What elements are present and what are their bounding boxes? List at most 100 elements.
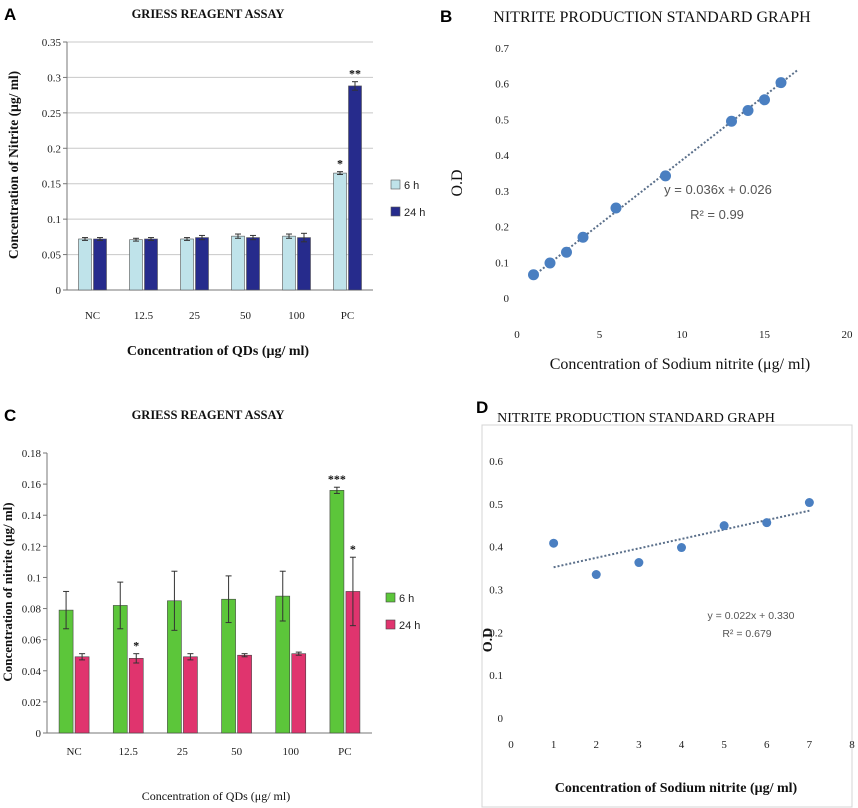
trendline-equation: y = 0.022x + 0.330: [708, 610, 795, 622]
panel-d-chart: NITRITE PRODUCTION STANDARD GRAPH Concen…: [481, 411, 855, 808]
y-tick-label: 0.2: [495, 222, 509, 234]
data-point: [544, 257, 556, 269]
x-tick-label: 3: [636, 739, 642, 751]
legend-swatch: [385, 592, 396, 603]
x-tick-label: 5: [597, 329, 603, 341]
x-tick-label: 100: [288, 310, 305, 322]
x-axis-label: Concentration of QDs (μg/ ml): [142, 789, 290, 803]
x-tick-label: 20: [842, 329, 854, 341]
data-point: [759, 94, 770, 106]
y-tick-label: 0.18: [22, 448, 42, 460]
y-tick-label: 0.04: [22, 666, 42, 678]
chart-title: NITRITE PRODUCTION STANDARD GRAPH: [497, 411, 775, 426]
r-squared-label: R² = 0.679: [722, 628, 771, 640]
data-point: [677, 543, 686, 553]
y-tick-label: 0.16: [22, 479, 42, 491]
chart-frame: [481, 424, 853, 808]
x-tick-label: 4: [679, 739, 685, 751]
data-point: [775, 77, 787, 89]
bar: [329, 490, 345, 734]
y-tick-label: 0.1: [489, 670, 503, 682]
bar: [231, 235, 245, 291]
bar: [180, 238, 194, 291]
data-point: [719, 521, 729, 531]
data-point: [610, 202, 622, 214]
x-tick-label: 50: [240, 310, 252, 322]
bar: [291, 653, 307, 734]
x-tick-label: 100: [283, 746, 300, 758]
x-tick-label: 7: [807, 739, 813, 751]
trendline-equation: y = 0.036x + 0.026: [664, 182, 772, 197]
x-tick-label: 0: [508, 739, 514, 751]
panel-c-chart: GRIESS REAGENT ASSAY Concentration of QD…: [0, 408, 420, 803]
y-tick-label: 0.5: [495, 114, 509, 126]
legend-label: 6 h: [404, 180, 419, 192]
legend-swatch: [390, 206, 401, 217]
bar: [195, 237, 209, 291]
bar: [74, 656, 90, 734]
y-tick-label: 0: [498, 713, 504, 725]
legend-label: 24 h: [399, 620, 420, 632]
y-tick-label: 0: [504, 293, 510, 305]
y-axis-label: O.D: [481, 628, 496, 653]
y-tick-label: 0.06: [22, 635, 42, 647]
panel-a-chart: GRIESS REAGENT ASSAY Concentration of QD…: [6, 7, 425, 359]
bar: [246, 237, 260, 291]
y-tick-label: 0.3: [495, 186, 509, 198]
y-tick-label: 0.25: [42, 108, 62, 120]
panel-letter-a: A: [4, 5, 16, 24]
x-tick-label: 1: [551, 739, 557, 751]
data-point: [528, 269, 539, 281]
legend-swatch: [390, 179, 401, 190]
x-tick-label: 25: [177, 746, 189, 758]
chart-title: GRIESS REAGENT ASSAY: [132, 408, 285, 422]
y-tick-label: 0.08: [22, 604, 42, 616]
data-point: [762, 518, 772, 528]
y-tick-label: 0.14: [22, 510, 42, 522]
y-tick-label: 0.02: [22, 697, 41, 709]
x-tick-label: PC: [338, 746, 351, 758]
y-axis-label: O.D: [449, 169, 466, 196]
legend-swatch: [385, 619, 396, 630]
y-tick-label: 0.6: [489, 456, 503, 468]
y-tick-label: 0.2: [47, 143, 61, 155]
x-tick-label: 8: [849, 739, 855, 751]
data-point: [804, 498, 814, 508]
data-point: [591, 570, 601, 580]
x-tick-label: PC: [341, 310, 354, 322]
chart-title: GRIESS REAGENT ASSAY: [132, 7, 285, 21]
y-tick-label: 0.05: [42, 250, 62, 262]
significance-marker: *: [337, 157, 343, 171]
bar: [297, 237, 311, 291]
legend-label: 6 h: [399, 593, 414, 605]
x-tick-label: 10: [677, 329, 689, 341]
panel-b-chart: NITRITE PRODUCTION STANDARD GRAPH Concen…: [449, 9, 853, 373]
x-axis-label: Concentration of Sodium nitrite (μg/ ml): [550, 356, 811, 373]
x-tick-label: NC: [66, 746, 81, 758]
bar: [237, 654, 252, 734]
significance-marker: **: [349, 67, 361, 81]
bar: [93, 238, 107, 291]
trendline: [553, 509, 810, 569]
bar: [128, 658, 144, 734]
x-tick-label: 12.5: [134, 310, 154, 322]
x-axis-label: Concentration of QDs (μg/ ml): [127, 344, 309, 359]
significance-marker: *: [133, 639, 139, 653]
chart-title: NITRITE PRODUCTION STANDARD GRAPH: [493, 9, 811, 26]
significance-marker: ***: [328, 472, 346, 486]
y-tick-label: 0.7: [495, 43, 509, 55]
y-tick-label: 0.6: [495, 79, 509, 91]
x-tick-label: 15: [759, 329, 771, 341]
y-tick-label: 0.3: [489, 585, 503, 597]
x-tick-label: 6: [764, 739, 770, 751]
data-point: [742, 105, 754, 116]
bar: [333, 172, 347, 291]
y-tick-label: 0: [36, 728, 42, 740]
r-squared-label: R² = 0.99: [690, 207, 744, 222]
y-axis-label: Concentration of Nitrite (μg/ ml): [6, 71, 21, 259]
data-point: [634, 558, 644, 568]
data-point: [549, 538, 559, 548]
bar: [183, 656, 198, 734]
panel-letter-d: D: [476, 398, 488, 417]
